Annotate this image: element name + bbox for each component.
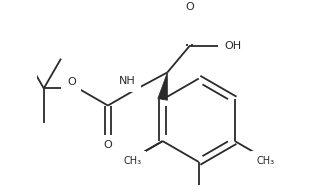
Text: O: O <box>185 2 194 12</box>
Text: NH: NH <box>118 76 135 86</box>
Text: OH: OH <box>224 41 241 51</box>
Text: CH₃: CH₃ <box>123 156 141 166</box>
Text: CH₃: CH₃ <box>256 156 274 166</box>
Text: O: O <box>67 77 76 87</box>
Polygon shape <box>158 72 167 100</box>
Text: O: O <box>103 140 112 150</box>
